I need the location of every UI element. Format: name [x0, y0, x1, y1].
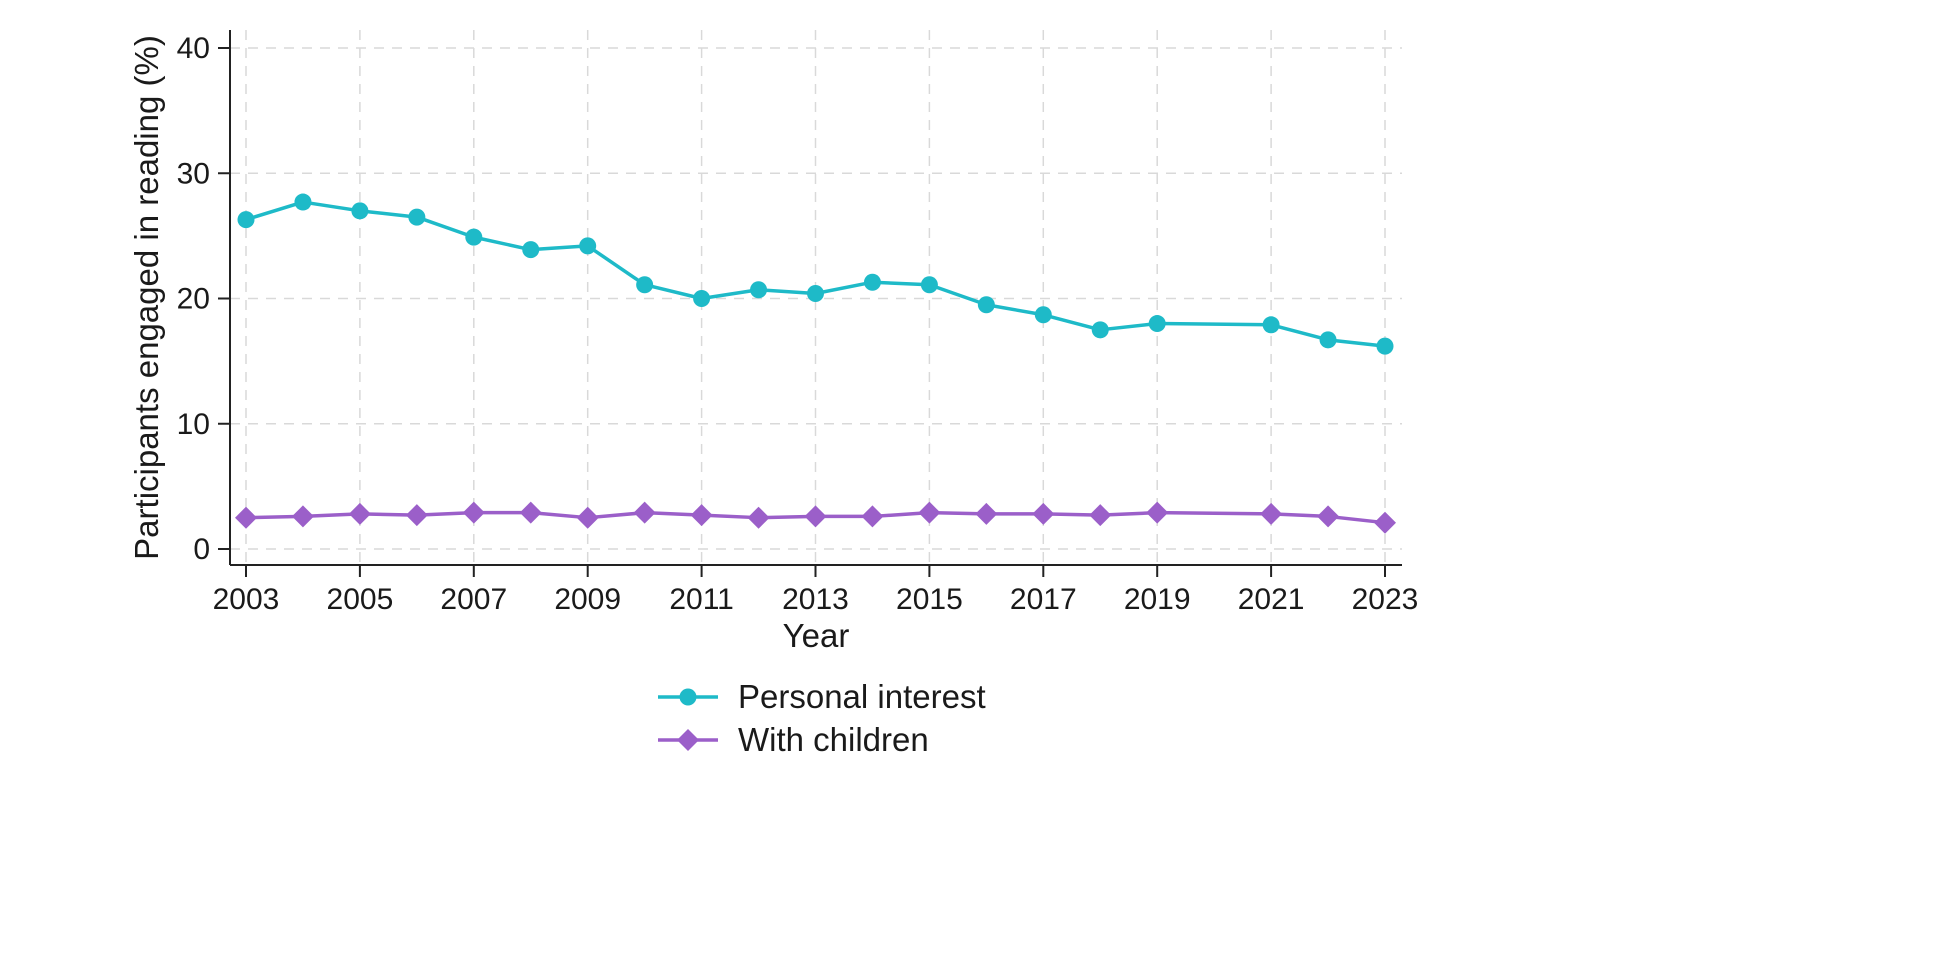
data-point — [690, 504, 713, 527]
legend-marker — [677, 729, 699, 751]
data-point — [1146, 501, 1169, 524]
series — [235, 193, 1396, 534]
data-point — [863, 273, 881, 291]
x-tick-label: 2015 — [896, 583, 963, 616]
data-point — [294, 193, 312, 211]
data-point — [750, 281, 768, 299]
x-tick-label: 2021 — [1238, 583, 1305, 616]
data-point — [237, 211, 255, 229]
x-tick-label: 2023 — [1352, 583, 1419, 616]
data-point — [1262, 316, 1280, 334]
data-point — [1089, 504, 1112, 527]
legend-marker — [679, 688, 697, 706]
data-point — [693, 290, 711, 307]
data-point — [522, 241, 540, 259]
tick-labels: 0 10 20 30 40 2003 2005 2007 2009 2011 2013 2015 201… — [177, 32, 1419, 616]
x-tick-label: 2005 — [327, 583, 394, 616]
y-tick-label: 30 — [177, 157, 210, 190]
data-point — [519, 501, 542, 524]
legend-item: Personal interest — [658, 678, 986, 715]
legend: Personal interest With children — [658, 678, 986, 758]
data-point — [807, 284, 824, 302]
data-point — [408, 208, 426, 226]
data-point — [351, 202, 369, 220]
x-tick-label: 2013 — [782, 583, 849, 616]
data-point — [291, 505, 314, 528]
data-point — [465, 228, 483, 246]
data-point — [1032, 502, 1055, 525]
data-point — [1376, 337, 1394, 355]
data-point — [579, 237, 597, 255]
series-line — [245, 200, 1386, 348]
legend-label: With children — [738, 721, 929, 758]
data-point — [633, 501, 656, 524]
data-point — [462, 501, 485, 524]
data-point — [1374, 511, 1396, 534]
data-point — [747, 506, 770, 529]
data-point — [804, 505, 827, 528]
data-point — [636, 276, 654, 294]
x-tick-label: 2011 — [669, 583, 734, 616]
data-point — [348, 502, 371, 525]
data-point — [1319, 331, 1337, 349]
y-tick-label: 20 — [177, 283, 210, 316]
gridlines — [230, 30, 1402, 565]
y-tick-label: 10 — [177, 408, 210, 441]
data-point — [405, 504, 428, 527]
legend-item: With children — [658, 721, 929, 758]
y-axis-title: Participants engaged in reading (%) — [128, 35, 165, 560]
series-1 — [235, 501, 1396, 534]
x-tick-label: 2017 — [1010, 583, 1077, 616]
data-point — [1091, 321, 1109, 339]
data-point — [1034, 306, 1052, 324]
legend-label: Personal interest — [738, 678, 986, 715]
data-point — [1317, 505, 1340, 528]
data-point — [1260, 502, 1283, 525]
series-0 — [237, 193, 1394, 355]
data-point — [1148, 315, 1166, 333]
data-point — [235, 506, 257, 529]
y-tick-label: 0 — [193, 533, 210, 566]
data-point — [861, 505, 884, 528]
data-point — [918, 501, 941, 524]
x-tick-label: 2007 — [440, 583, 507, 616]
x-tick-label: 2009 — [554, 583, 621, 616]
data-point — [920, 276, 938, 294]
y-tick-label: 40 — [177, 32, 210, 65]
data-point — [977, 296, 995, 314]
data-point — [576, 506, 599, 529]
data-point — [975, 502, 998, 525]
x-tick-label: 2003 — [213, 583, 280, 616]
x-tick-label: 2019 — [1124, 583, 1191, 616]
x-axis-title: Year — [783, 617, 850, 654]
